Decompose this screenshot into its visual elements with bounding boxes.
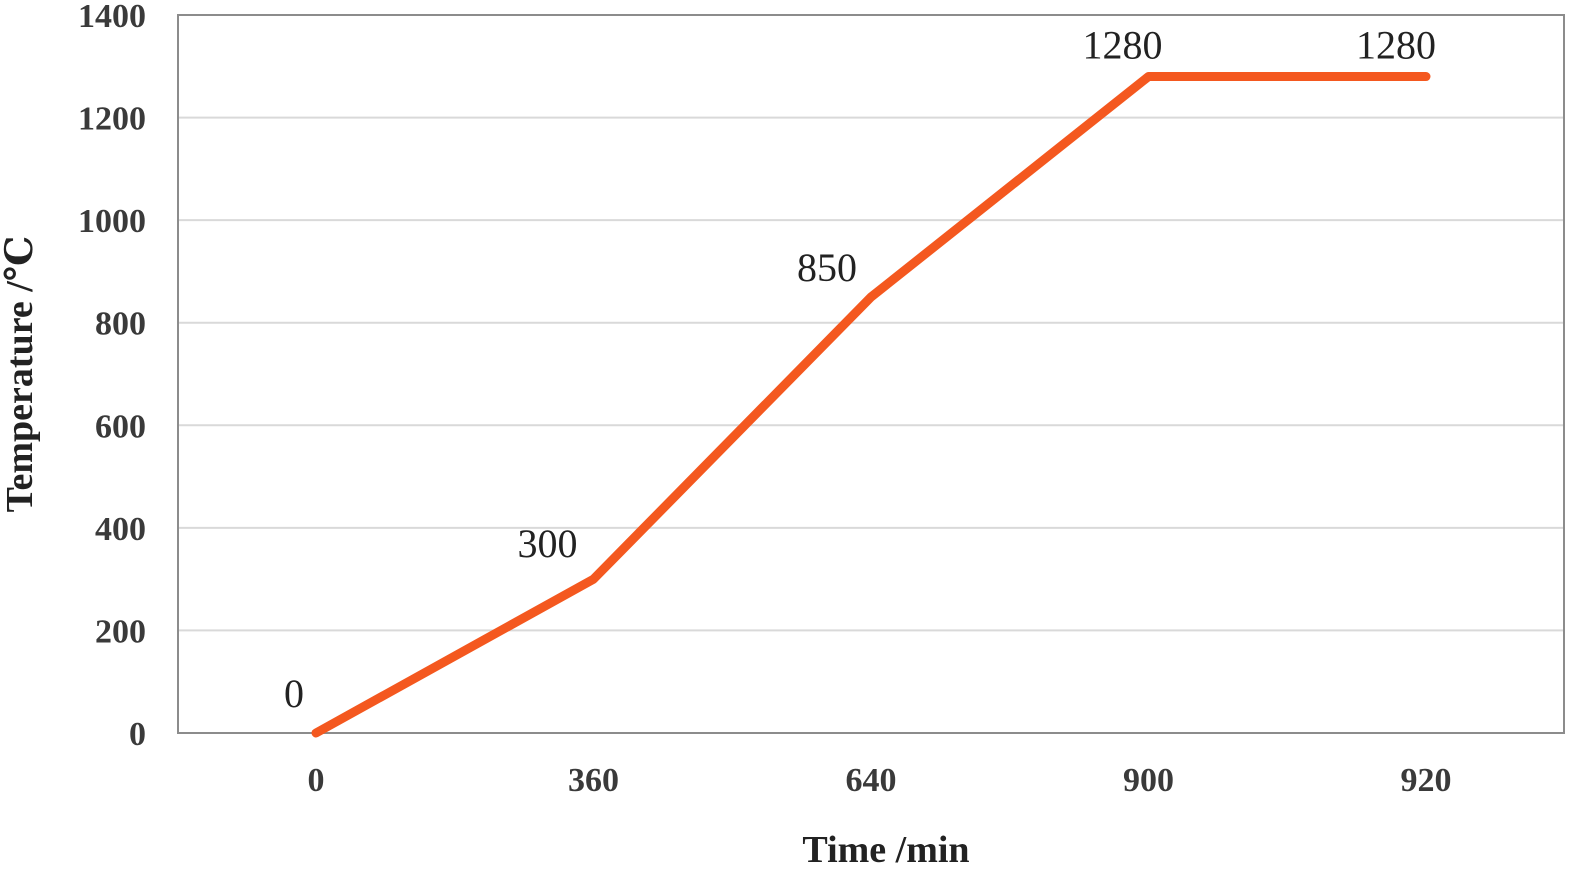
y-tick-label-200: 200 [95,613,146,650]
x-axis-title: Time /min [802,829,969,870]
x-tick-label-640: 640 [846,762,897,799]
y-tick-label-400: 400 [95,511,146,548]
x-tick-labels: 0 360 640 900 920 [308,762,1452,799]
y-tick-label-600: 600 [95,408,146,445]
y-tick-label-1200: 1200 [78,101,146,138]
data-label-1: 300 [518,521,578,566]
x-tick-label-920: 920 [1401,762,1452,799]
gridlines [178,116,1564,632]
data-label-3: 1280 [1083,23,1163,68]
data-labels: 0 300 850 1280 1280 [284,23,1436,716]
y-tick-label-1000: 1000 [78,203,146,240]
series-line-0 [311,72,1431,738]
data-label-0: 0 [284,671,304,716]
x-tick-label-360: 360 [568,762,619,799]
plot-frame [177,14,1565,734]
y-tick-label-1400: 1400 [78,0,146,35]
x-tick-label-0: 0 [308,762,325,799]
y-tick-labels: 0 200 400 600 800 1000 1200 1400 [78,0,146,753]
y-tick-label-800: 800 [95,306,146,343]
x-tick-label-900: 900 [1123,762,1174,799]
y-axis-title: Temperature /℃ [0,236,41,513]
data-label-2: 850 [797,245,857,290]
y-tick-label-0: 0 [129,716,146,753]
data-label-4: 1280 [1356,23,1436,68]
series-layer [311,72,1431,738]
